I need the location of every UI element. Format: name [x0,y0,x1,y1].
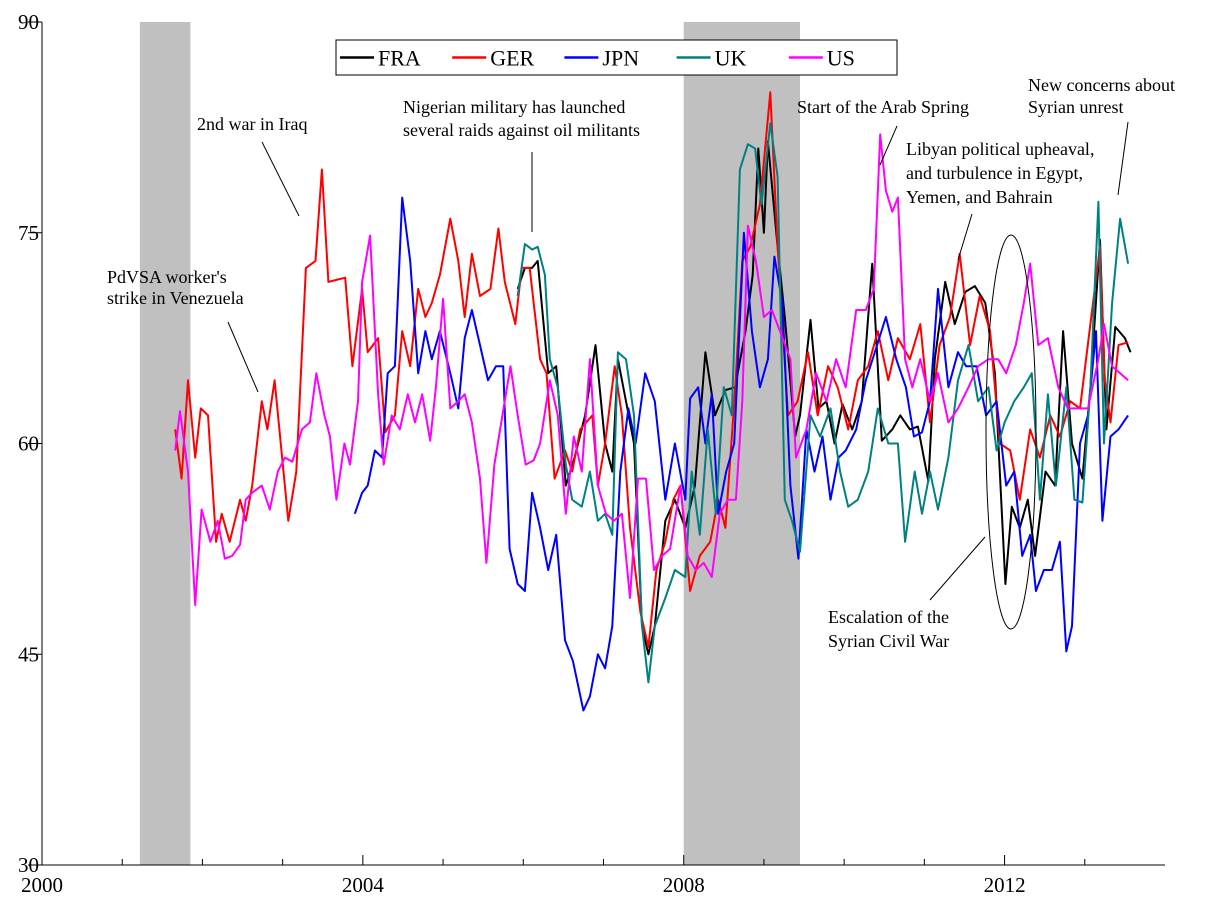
legend-label: FRA [378,46,421,71]
annotation-text: Escalation of the [828,607,949,627]
annotation-text: Start of the Arab Spring [797,97,969,117]
x-tick-label: 2012 [984,873,1026,897]
annotation-text: 2nd war in Iraq [197,114,307,134]
axes: 30 45 60 75 90 2000 2004 2008 2012 [18,10,1165,897]
annotation-text: PdVSA worker's [107,267,227,287]
annotation-text: several raids against oil militants [403,120,640,140]
series-line [174,91,1129,649]
series-line [174,133,1129,607]
annotation-pointer [929,536,986,601]
shaded-regions [139,22,801,865]
annotation-pointer [261,141,300,217]
annotation-pointer [879,125,898,166]
lines [174,91,1132,712]
annotation-text: and turbulence in Egypt, [906,163,1083,183]
series-line [353,196,1129,712]
annotation-pointer [957,213,973,261]
y-tick-label: 30 [18,853,39,877]
y-tick-label: 60 [18,432,39,456]
annotation-text: Nigerian military has launched [403,97,625,117]
annotation-text: Libyan political upheaval, [906,139,1094,159]
annotation-text: New concerns about [1028,75,1175,95]
legend-label: GER [490,46,534,71]
y-tick-label: 75 [18,221,39,245]
legend-label: US [827,46,855,71]
annotation-pointer [227,321,259,393]
highlight-ellipse [985,234,1037,630]
series-line [516,122,1130,684]
annotation-text: Syrian Civil War [828,631,949,651]
x-tick-label: 2008 [663,873,705,897]
legend: FRA GER JPN UK US [335,39,898,76]
y-tick-label: 90 [18,10,39,34]
annotation-text: Syrian unrest [1028,97,1123,117]
legend-label: JPN [602,46,639,71]
annotation-text: Yemen, and Bahrain [906,187,1053,207]
legend-label: UK [715,46,747,71]
shaded-region [139,22,191,865]
series-line [516,140,1132,656]
x-tick-label: 2000 [21,873,63,897]
y-tick-label: 45 [18,642,39,666]
annotation-text: strike in Venezuela [107,288,244,308]
x-tick-label: 2004 [342,873,385,897]
annotation-pointer [1117,121,1129,196]
